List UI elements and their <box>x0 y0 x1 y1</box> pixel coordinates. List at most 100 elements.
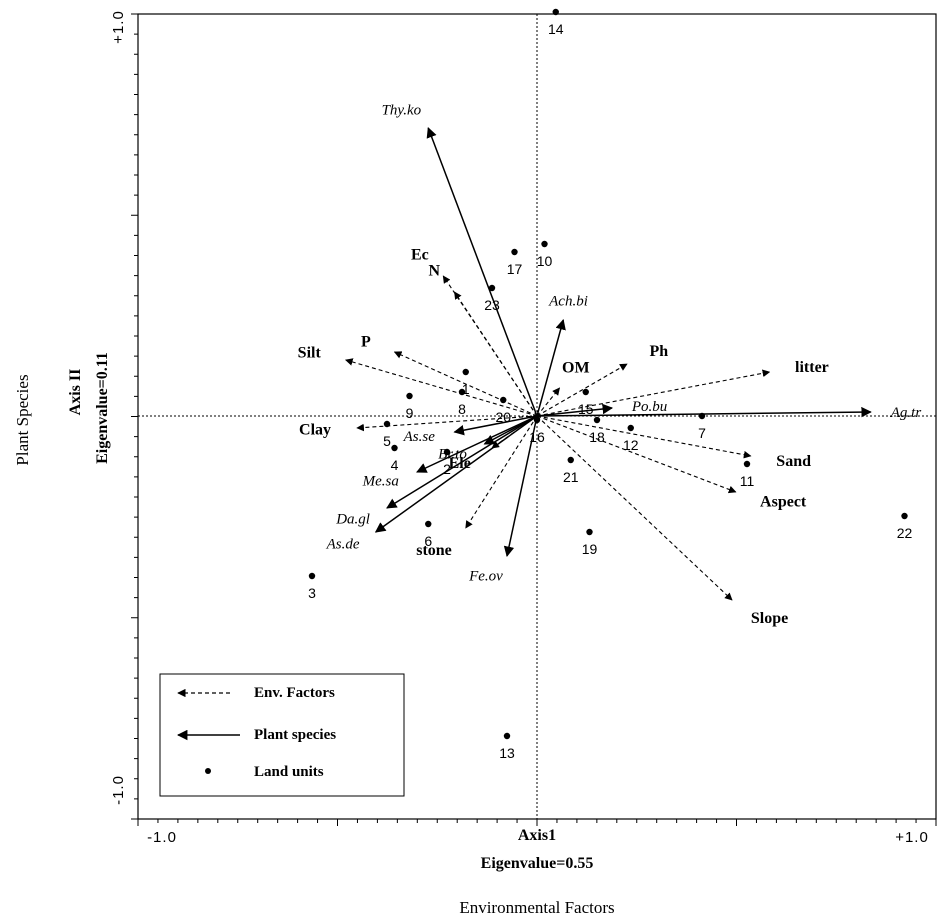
x-axis-subtitle: Eigenvalue=0.55 <box>481 855 594 872</box>
env-arrow-litter <box>536 369 771 417</box>
env-label-ec: Ec <box>411 246 429 263</box>
land-unit-point-19 <box>586 528 593 536</box>
land-unit-point-7 <box>698 412 706 420</box>
species-label-thy-ko: Thy.ko <box>382 102 422 118</box>
env-arrow-p <box>393 351 538 417</box>
species-arrow-po-bu <box>536 403 614 417</box>
x-axis-title: Axis1 <box>518 827 556 844</box>
env-label-aspect: Aspect <box>760 493 807 510</box>
env-label-n: N <box>429 262 441 279</box>
env-label-stone: stone <box>416 542 452 559</box>
land-unit-point-11 <box>743 460 751 468</box>
legend-species-label: Plant species <box>254 727 336 743</box>
species-label-da-gl: Da.gl <box>335 511 370 527</box>
env-label-ph: Ph <box>650 343 669 360</box>
env-arrow-aspect <box>536 415 737 494</box>
land-unit-label-1: 1 <box>462 381 470 397</box>
env-label-clay: Clay <box>299 422 331 439</box>
species-arrow-thy-ko <box>426 127 538 417</box>
land-unit-label-4: 4 <box>391 457 399 473</box>
species-label-as-se: As.se <box>403 429 436 445</box>
land-unit-label-19: 19 <box>582 541 598 557</box>
land-unit-point-1 <box>462 368 469 376</box>
env-label-slope: Slope <box>751 610 788 627</box>
land-unit-label-10: 10 <box>537 253 553 269</box>
land-unit-label-11: 11 <box>740 473 755 489</box>
species-label-ach-bi: Ach.bi <box>548 294 588 310</box>
y-tick-max: +1.0 <box>110 10 127 44</box>
x-tick-max: +1.0 <box>895 829 929 846</box>
land-unit-label-16: 16 <box>529 429 545 445</box>
land-unit-point-13 <box>503 732 511 740</box>
land-unit-label-15: 15 <box>578 401 594 417</box>
land-unit-label-5: 5 <box>383 433 391 449</box>
species-arrow-as-de <box>374 415 538 533</box>
species-label-fe-ov: Fe.ov <box>468 569 503 585</box>
land-unit-point-18 <box>593 416 601 424</box>
land-unit-point-2 <box>443 448 451 456</box>
land-unit-label-20: 20 <box>495 409 511 425</box>
land-unit-point-4 <box>391 444 398 452</box>
x-outer-label: Environmental Factors <box>459 898 614 917</box>
land-unit-label-8: 8 <box>458 401 466 417</box>
env-label-litter: litter <box>795 359 829 376</box>
land-unit-point-9 <box>406 392 413 400</box>
env-label-sand: Sand <box>776 453 811 470</box>
env-label-p: P <box>361 333 371 350</box>
land-unit-point-16 <box>533 416 541 424</box>
land-unit-label-2: 2 <box>443 461 451 477</box>
env-arrow-stone <box>465 415 538 529</box>
env-arrow-silt <box>345 358 538 417</box>
land-unit-point-23 <box>488 284 496 292</box>
land-unit-label-7: 7 <box>698 425 706 441</box>
land-unit-point-8 <box>458 388 466 396</box>
legend: Env. Factors Plant species Land units <box>159 673 405 797</box>
legend-unit-label: Land units <box>254 764 324 780</box>
land-unit-point-3 <box>308 572 316 580</box>
y-outer-label: Plant Species <box>13 374 32 465</box>
land-unit-point-6 <box>425 520 432 528</box>
y-axis-title: Axis II <box>67 369 84 416</box>
env-arrow-ph <box>536 363 628 417</box>
land-unit-label-17: 17 <box>507 261 523 277</box>
species-arrow-fe-ov <box>503 415 538 558</box>
species-arrow-da-gl <box>386 415 538 509</box>
land-unit-point-17 <box>511 248 518 256</box>
env-arrow-sand <box>536 415 752 459</box>
y-tick-min: -1.0 <box>110 775 127 805</box>
species-label-ag-tr: Ag.tr <box>890 405 922 421</box>
species-label-me-sa: Me.sa <box>362 473 399 489</box>
env-label-om: OM <box>562 360 590 377</box>
legend-unit-symbol <box>205 768 211 774</box>
env-arrow-n <box>454 291 538 417</box>
species-label-as-de: As.de <box>326 537 360 553</box>
species-arrow-as-se <box>453 415 538 436</box>
land-unit-label-9: 9 <box>406 405 414 421</box>
land-unit-point-21 <box>567 456 574 464</box>
land-unit-point-20 <box>500 396 507 404</box>
y-axis-subtitle: Eigenvalue=0.11 <box>94 352 111 464</box>
land-unit-point-5 <box>383 420 391 428</box>
land-unit-label-21: 21 <box>563 469 579 485</box>
land-unit-point-12 <box>627 424 634 432</box>
land-unit-point-14 <box>552 8 559 16</box>
env-arrow-slope <box>536 415 733 601</box>
env-label-silt: Silt <box>298 345 322 362</box>
land-unit-point-15 <box>582 388 589 396</box>
land-unit-point-22 <box>901 512 908 520</box>
land-unit-label-14: 14 <box>548 21 564 37</box>
species-arrow-ach-bi <box>536 318 566 417</box>
land-unit-label-18: 18 <box>589 429 605 445</box>
env-arrow-om <box>536 387 560 417</box>
axis-ticks <box>131 13 937 826</box>
land-unit-label-12: 12 <box>623 437 639 453</box>
species-arrow-me-sa <box>416 415 538 473</box>
land-unit-point-10 <box>541 240 548 248</box>
land-unit-label-13: 13 <box>499 745 515 761</box>
land-unit-label-23: 23 <box>484 297 500 313</box>
land-unit-label-3: 3 <box>308 585 316 601</box>
land-unit-label-6: 6 <box>424 533 432 549</box>
